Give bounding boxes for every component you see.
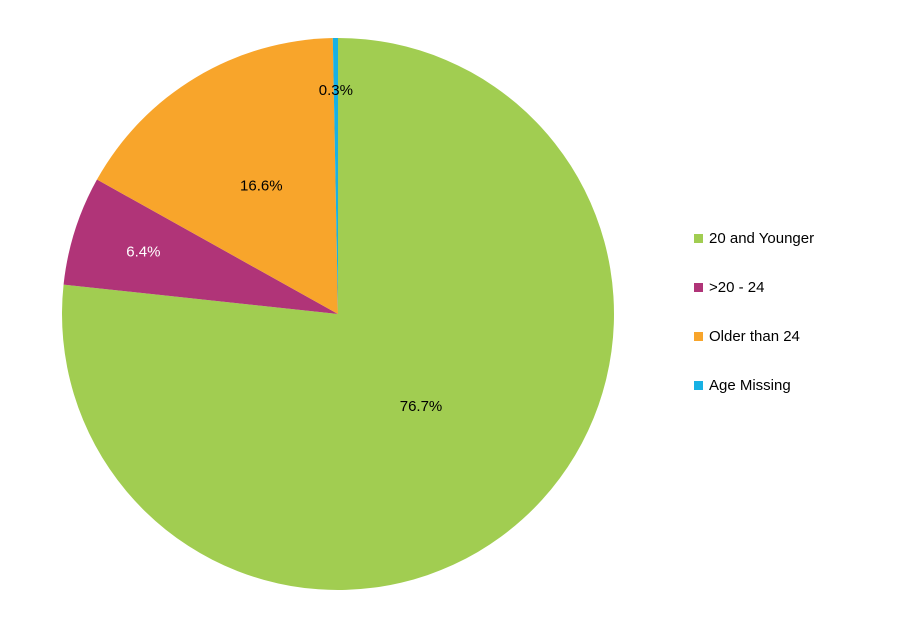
legend-label: Age Missing (709, 376, 791, 394)
legend-item-older-than-24: Older than 24 (694, 324, 814, 348)
legend-swatch (694, 233, 703, 243)
legend-swatch (694, 282, 703, 292)
legend-swatch (694, 331, 703, 341)
slice-data-label-1: 6.4% (126, 244, 160, 261)
legend: 20 and Younger >20 - 24 Older than 24 Ag… (694, 226, 814, 422)
legend-swatch (694, 380, 703, 390)
labels-layer: 76.7% 6.4% 16.6% 0.3% (126, 82, 442, 415)
pie-slice-2 (96, 38, 339, 314)
legend-item-20-24: >20 - 24 (694, 275, 814, 299)
legend-item-20-and-younger: 20 and Younger (694, 226, 814, 250)
legend-label: >20 - 24 (709, 278, 765, 296)
pie-slice-3 (332, 38, 338, 314)
slice-data-label-2: 16.6% (240, 178, 283, 195)
slice-data-label-0: 76.7% (400, 398, 443, 415)
pie-slice-0 (61, 38, 615, 590)
pie-slice-1 (63, 179, 338, 314)
slice-data-label-3: 0.3% (319, 82, 353, 99)
legend-item-age-missing: Age Missing (694, 373, 814, 397)
legend-label: 20 and Younger (709, 229, 815, 247)
slices-layer (61, 38, 615, 590)
legend-label: Older than 24 (709, 327, 800, 345)
